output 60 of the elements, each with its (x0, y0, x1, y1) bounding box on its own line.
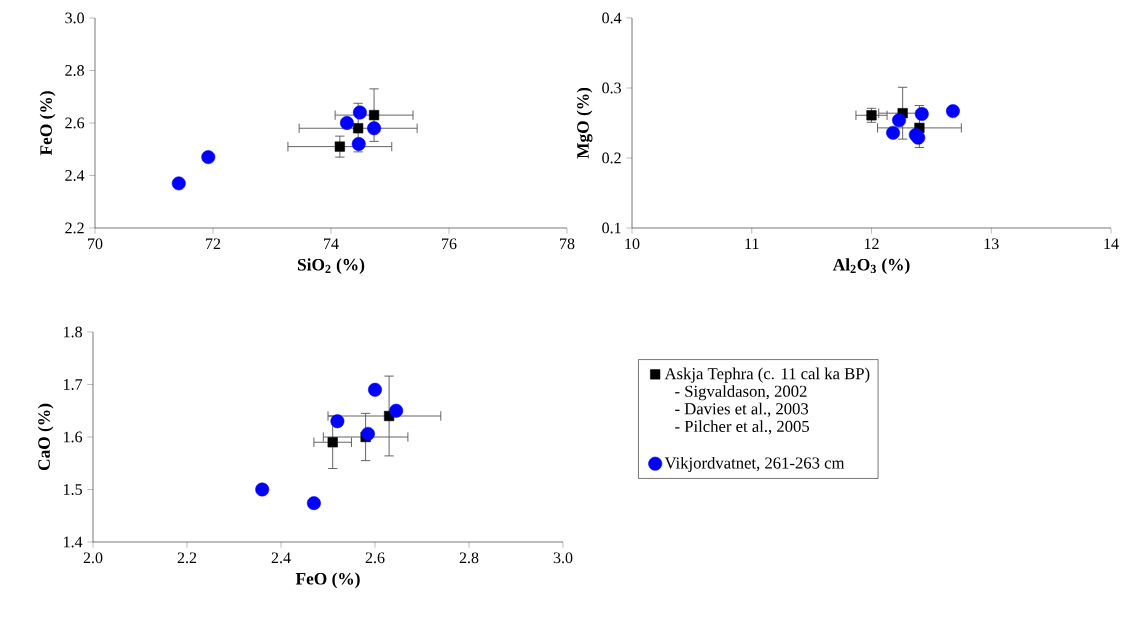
x-tick-label: 2.0 (83, 552, 103, 564)
x-tick-label: 2.8 (459, 552, 479, 564)
x-axis-title: Al$_{2}$O$_{3}$ (%) (832, 258, 910, 275)
legend-label: Askja Tephra (c. 11 cal ka BP) (664, 367, 870, 383)
point (946, 104, 960, 119)
x-tick-label: 11 (745, 238, 759, 249)
point (361, 426, 375, 441)
y-tick-label: 0.2 (602, 152, 621, 164)
text: - Sigvaldason, 2002 (675, 385, 807, 401)
y-tick-label: 1.6 (64, 431, 83, 443)
y-tick-label: 1.4 (64, 536, 83, 548)
x-tick-label: 14 (1104, 238, 1119, 249)
x-tick-label: 13 (984, 238, 999, 250)
x-tick-label: 72 (206, 238, 221, 249)
y-tick-label: 2.4 (65, 170, 85, 181)
y-tick-label: 1.7 (64, 379, 83, 390)
x-tick-label: 78 (560, 238, 575, 250)
text: - Pilcher et al., 2005 (675, 420, 810, 435)
point (334, 141, 345, 152)
point (914, 106, 929, 121)
point (389, 403, 404, 418)
x-axis-title: FeO (%) (295, 572, 360, 589)
point (306, 496, 321, 511)
y-tick-label: 1.5 (64, 484, 82, 495)
point (367, 121, 382, 136)
point (369, 110, 380, 121)
x-tick-label: 74 (324, 238, 339, 249)
point (353, 123, 364, 134)
point (255, 482, 270, 497)
x-tick-label: 70 (88, 238, 103, 250)
legend-label: Vikjordvatnet, 261-263 cm (664, 456, 845, 473)
y-tick-label: 1.8 (64, 326, 82, 338)
point (368, 382, 382, 397)
y-tick-label: 0.1 (602, 222, 621, 234)
x-tick-label: 10 (625, 238, 640, 250)
x-tick-label: 76 (442, 238, 457, 250)
point (201, 150, 216, 165)
point (886, 125, 900, 140)
text: - Davies et al., 2003 (675, 402, 809, 417)
x-axis-title: SiO$_{2}$ (%) (297, 258, 365, 275)
point (327, 437, 338, 448)
point (339, 116, 354, 130)
y-axis-title: MgO (%) (576, 87, 593, 159)
x-tick-label: 3.0 (553, 552, 573, 564)
x-tick-label: 2.2 (177, 552, 197, 564)
y-tick-label: 3.0 (65, 12, 84, 24)
y-tick-label: 2.2 (65, 222, 84, 234)
y-tick-label: 0.4 (602, 12, 622, 24)
y-axis-title: CaO (%) (37, 403, 54, 471)
point (352, 105, 367, 120)
point (351, 137, 366, 151)
y-tick-label: 2.6 (65, 117, 85, 129)
y-tick-label: 2.8 (65, 65, 84, 76)
y-axis-title: FeO (%) (39, 91, 56, 156)
point (171, 176, 186, 191)
point (892, 113, 906, 128)
x-tick-label: 2.4 (271, 552, 291, 564)
y-tick-label: 0.3 (602, 82, 621, 94)
x-tick-label: 2.6 (365, 552, 385, 564)
x-tick-label: 12 (864, 238, 879, 249)
